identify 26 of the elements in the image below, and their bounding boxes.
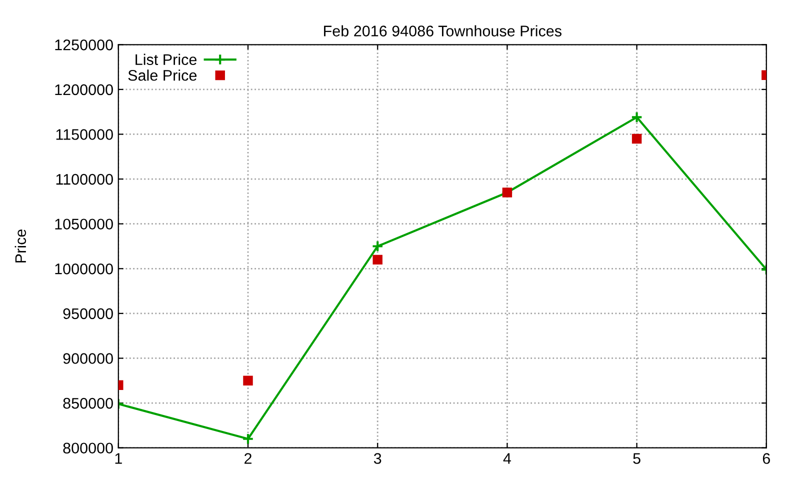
y-tick-label: 1250000 [55,40,113,50]
legend-label: List Price [136,54,197,66]
y-tick-label: 900000 [63,353,113,364]
point [372,254,382,265]
x-tick-label: 4 [503,453,511,464]
x-tick-label: 6 [762,453,770,464]
y-tick-label: 800000 [63,442,113,454]
y-tick-label: 850000 [63,398,113,409]
y-tick-label: 1150000 [56,129,113,140]
y-tick-label: 1000000 [55,264,113,274]
legend-label: Sale Price [128,70,197,81]
y-tick-label: 1100000 [56,174,113,185]
point [630,111,643,124]
y-tick-label: 1050000 [55,218,113,230]
point [632,134,642,144]
y-tick-label: 950000 [63,308,113,320]
x-tick-label: 3 [374,453,382,464]
y-tick-label: 1200000 [55,84,113,96]
point [243,376,253,386]
point [372,240,384,252]
x-tick-label: 2 [244,453,252,464]
x-tick-label: 1 [115,453,122,464]
chart-title: Feb 2016 94086 Townhouse Prices [324,25,562,36]
x-tick-label: 5 [633,453,640,464]
y-axis-title: Price [14,230,26,262]
point [242,432,254,445]
